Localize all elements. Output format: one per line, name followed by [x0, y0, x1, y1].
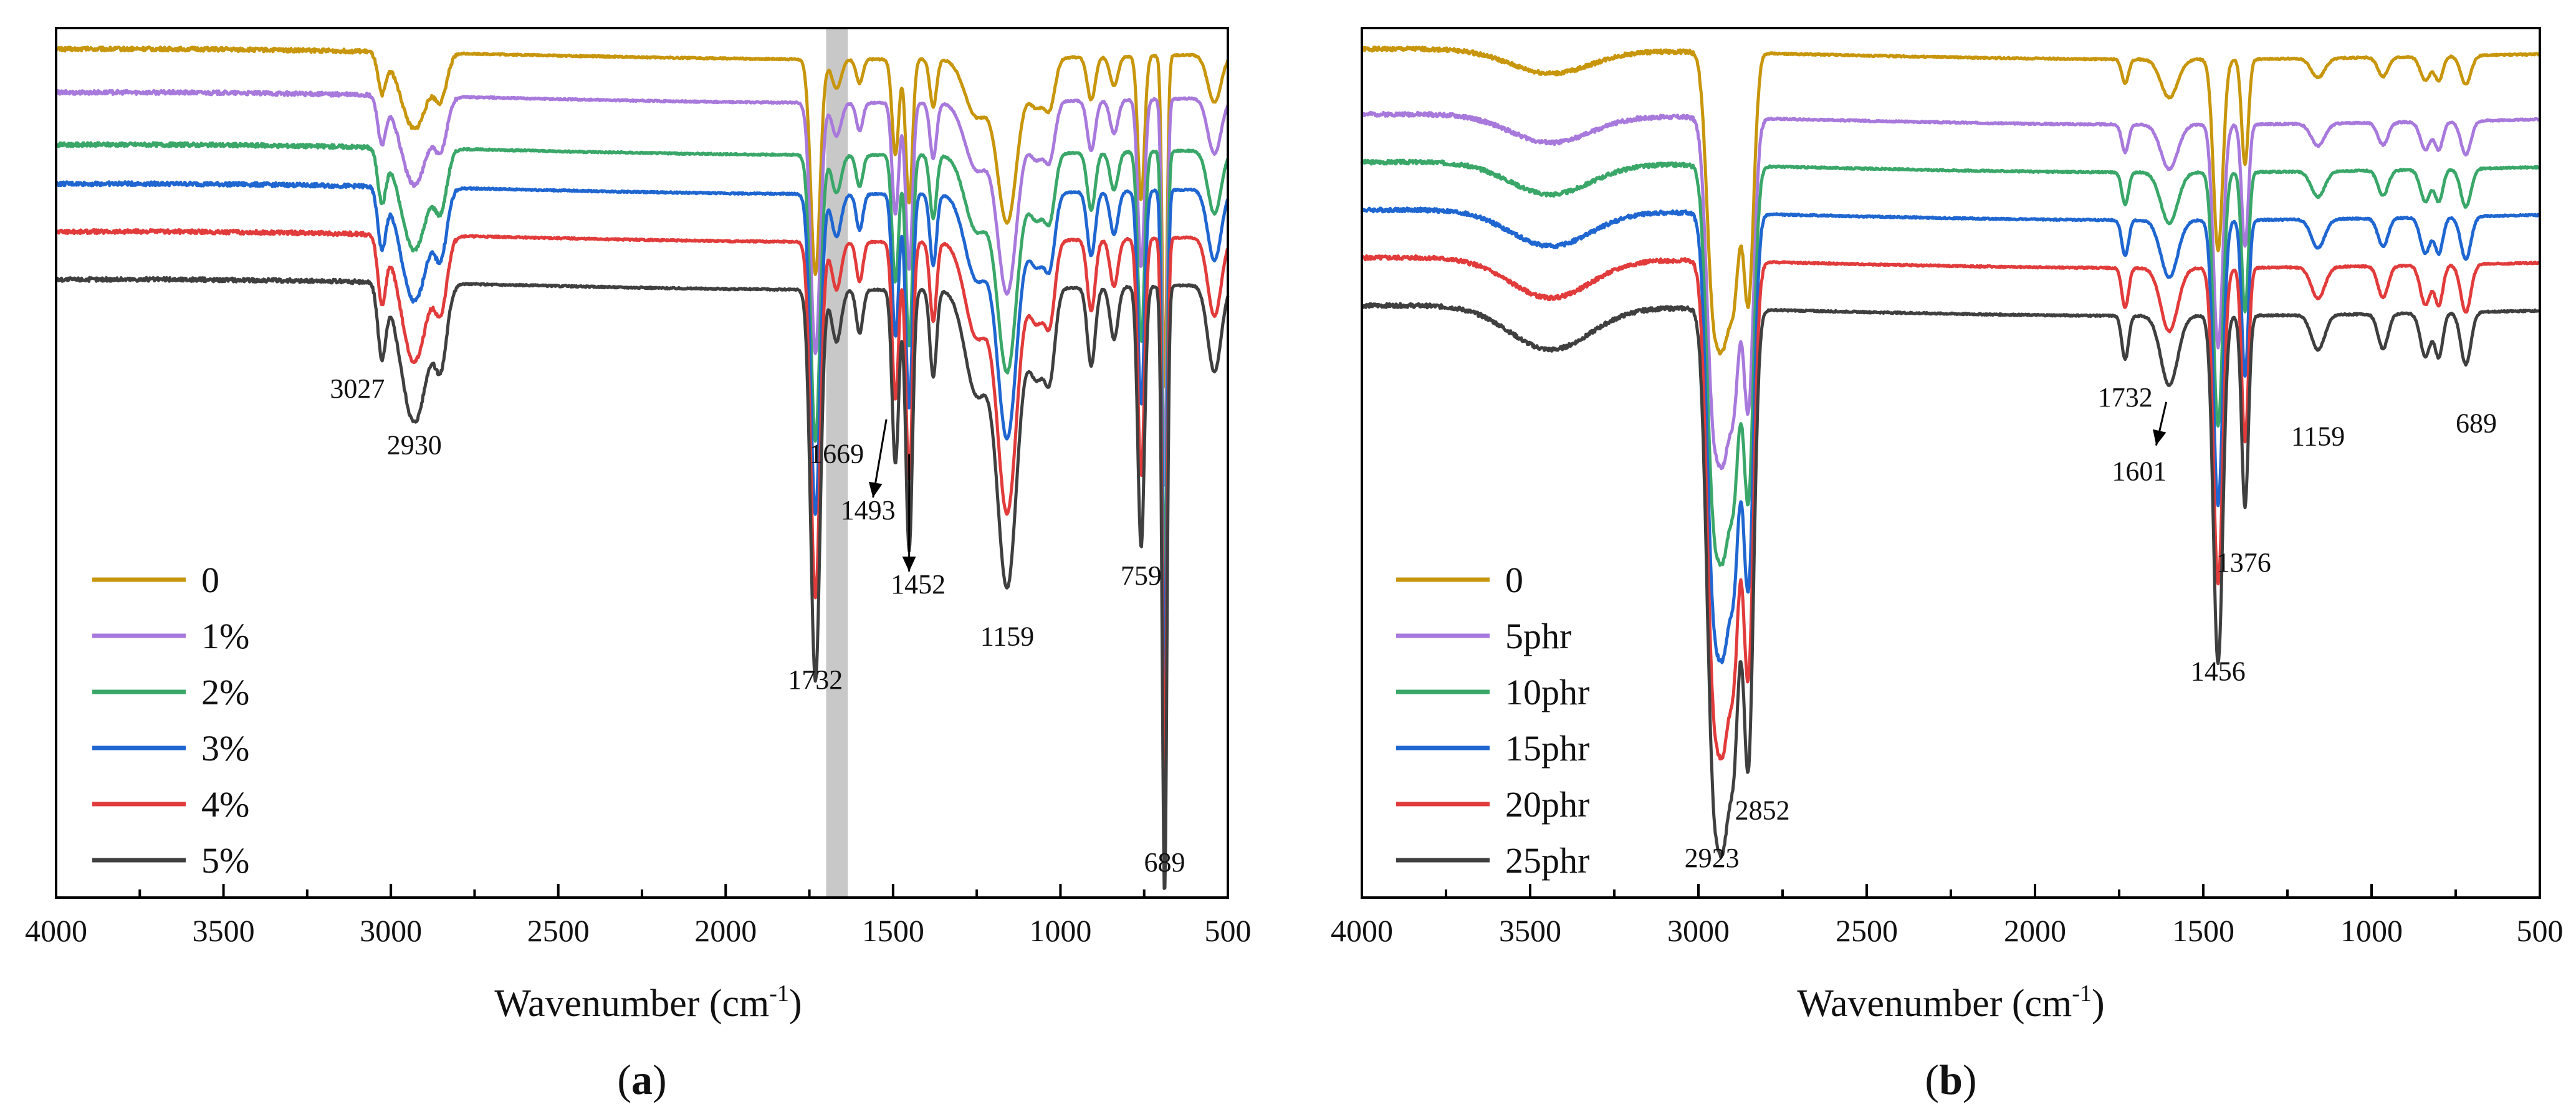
peak-label: 689 [2456, 408, 2497, 439]
peak-label: 1159 [980, 621, 1034, 651]
spectrum-line-b-5 [1360, 302, 2541, 859]
x-tick-label: 3500 [193, 913, 255, 948]
legend-label: 4% [201, 784, 249, 825]
peak-label: 1669 [809, 439, 864, 469]
peak-label: 2852 [1735, 795, 1790, 825]
panel-b-chart: 4000 3500 3000 2500 2000 1500 1000 500 0 5phr 10p… [1331, 27, 2564, 1103]
legend-label: 2% [201, 672, 249, 712]
spectrum-line-b-1 [1360, 110, 2541, 471]
legend-label: 0 [1505, 560, 1523, 600]
spectrum-line-a-2 [54, 141, 1230, 593]
spectra-group-b [1360, 46, 2541, 859]
legend-label: 15phr [1505, 728, 1589, 769]
legend-label: 5phr [1505, 616, 1571, 656]
spectrum-line-a-5 [54, 276, 1230, 890]
x-axis-title-b: Wavenumber (cm-1) [1797, 980, 2104, 1025]
x-tick-label: 2500 [1836, 913, 1898, 948]
x-tick-label: 1500 [862, 913, 924, 948]
peak-label: 2930 [387, 430, 442, 461]
spectrum-line-a-0 [54, 46, 1230, 389]
legend-b: 0 5phr 10phr 15phr 20phr 25phr [1396, 560, 1589, 881]
legend-label: 5% [201, 840, 249, 881]
peak-label: 1456 [2191, 656, 2246, 686]
annotation-arrow-head [868, 481, 883, 498]
x-tick-label: 2000 [2004, 913, 2066, 948]
legend-label: 0 [201, 560, 219, 600]
legend-label: 1% [201, 616, 249, 656]
peak-label: 1601 [2112, 456, 2167, 486]
peak-label: 1452 [891, 569, 946, 600]
spectrum-line-b-2 [1360, 158, 2541, 567]
peak-label: 759 [1121, 560, 1162, 591]
x-axis-ticks-a: 4000 3500 3000 2500 2000 1500 1000 500 [25, 884, 1252, 948]
x-tick-label: 500 [2517, 913, 2564, 948]
peak-label: 3027 [330, 373, 385, 404]
x-tick-label: 3500 [1499, 913, 1561, 948]
x-tick-label: 1000 [2340, 913, 2403, 948]
panel-label-a: (a) [617, 1056, 666, 1103]
legend-label: 20phr [1505, 784, 1589, 825]
peak-label: 2923 [1685, 843, 1740, 873]
x-tick-label: 2500 [527, 913, 590, 948]
spectrum-line-a-4 [54, 228, 1230, 789]
x-axis-ticks-b: 4000 3500 3000 2500 2000 1500 1000 500 [1331, 884, 2564, 948]
x-tick-label: 4000 [1331, 913, 1393, 948]
peak-label: 1732 [2098, 382, 2153, 413]
legend-label: 3% [201, 728, 249, 769]
peak-label: 1159 [2291, 421, 2345, 452]
x-tick-label: 1500 [2172, 913, 2234, 948]
annotation-arrow-head [2153, 429, 2167, 446]
x-axis-title-a: Wavenumber (cm-1) [494, 980, 802, 1025]
x-tick-label: 500 [1205, 913, 1252, 948]
annotation-arrow-head [902, 556, 916, 572]
peak-label: 689 [1144, 847, 1185, 878]
spectra-group-a [54, 46, 1230, 890]
legend-a: 0 1% 2% 3% 4% 5% [92, 560, 249, 881]
x-tick-label: 1000 [1029, 913, 1091, 948]
spectrum-line-b-0 [1361, 46, 2541, 356]
x-tick-label: 4000 [25, 913, 87, 948]
spectrum-line-a-1 [54, 89, 1230, 487]
spectrum-line-b-4 [1360, 254, 2541, 760]
panel-label-b: (b) [1925, 1056, 1976, 1103]
spectrum-line-a-3 [54, 180, 1230, 686]
spectrum-line-b-3 [1360, 206, 2541, 664]
legend-label: 25phr [1505, 840, 1589, 881]
peak-label: 1493 [841, 495, 896, 525]
peak-annotations-b: 2923 2852 1732 1601 1456 1376 1159 689 [1685, 382, 2497, 873]
x-tick-label: 3000 [1667, 913, 1730, 948]
panel-a-chart: 4000 3500 3000 2500 2000 1500 1000 500 0 1% 2% 3% 4… [25, 27, 1252, 1103]
peak-label: 1376 [2216, 547, 2271, 578]
x-tick-label: 2000 [694, 913, 757, 948]
legend-label: 10phr [1505, 672, 1589, 712]
x-tick-label: 3000 [360, 913, 422, 948]
peak-label: 1732 [788, 664, 843, 695]
